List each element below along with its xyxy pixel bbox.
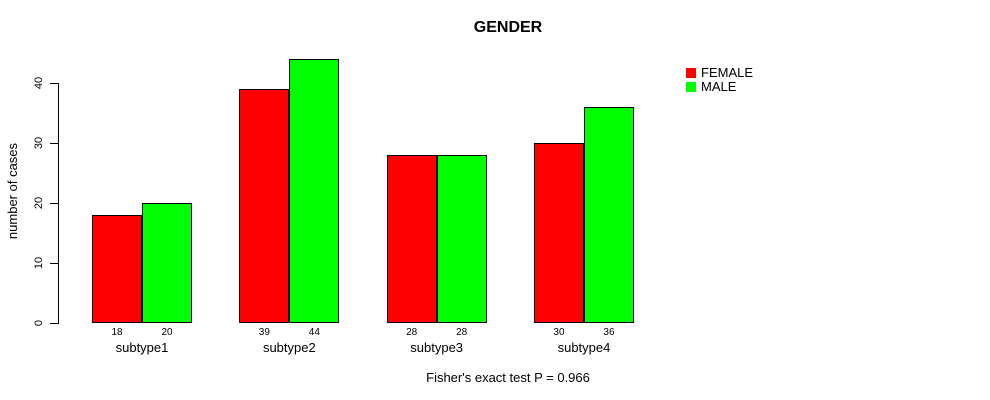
bar-value-label: 39 [258, 327, 270, 338]
y-axis-tick [50, 263, 58, 264]
legend-item-female: FEMALE [686, 66, 753, 79]
legend-swatch-female-icon [686, 67, 696, 78]
x-category-label: subtype3 [410, 340, 464, 355]
y-axis-tick [50, 323, 58, 324]
y-axis-tick [50, 83, 58, 84]
bar-female-subtype4 [533, 143, 584, 323]
bar-female-subtype1 [92, 215, 142, 323]
bar-value-label: 36 [603, 327, 615, 338]
y-axis-label: number of cases [5, 142, 20, 240]
y-axis-tick-label: 20 [33, 196, 45, 210]
legend-label-male: MALE [701, 79, 737, 94]
chart-title: GENDER [473, 19, 543, 36]
x-category-label: subtype2 [262, 340, 316, 355]
bar-value-label: 28 [456, 327, 468, 338]
bar-value-label: 30 [553, 327, 565, 338]
y-axis-line [58, 83, 59, 324]
bar-male-subtype3 [436, 155, 487, 323]
bar-male-subtype1 [142, 203, 192, 323]
bar-value-label: 18 [111, 327, 123, 338]
bar-female-subtype2 [239, 89, 290, 323]
x-category-label: subtype4 [557, 340, 611, 355]
legend-swatch-male-icon [686, 81, 696, 92]
caption-fishers-test: Fisher's exact test P = 0.966 [426, 370, 590, 385]
bar-male-subtype4 [583, 107, 634, 323]
bar-value-label: 20 [161, 327, 173, 338]
bar-value-label: 28 [406, 327, 418, 338]
legend: FEMALE MALE [686, 66, 753, 94]
y-axis-tick-label: 40 [33, 76, 45, 90]
y-axis-tick-label: 30 [33, 136, 45, 150]
y-axis-tick [50, 143, 58, 144]
x-category-label: subtype1 [115, 340, 169, 355]
y-axis-tick-label: 10 [33, 256, 45, 270]
y-axis-tick [50, 203, 58, 204]
legend-label-female: FEMALE [701, 65, 754, 80]
bar-value-label: 44 [308, 327, 320, 338]
y-axis-tick-label: 0 [33, 319, 45, 327]
bar-male-subtype2 [289, 59, 340, 323]
legend-item-male: MALE [686, 80, 753, 93]
bar-female-subtype3 [386, 155, 437, 323]
